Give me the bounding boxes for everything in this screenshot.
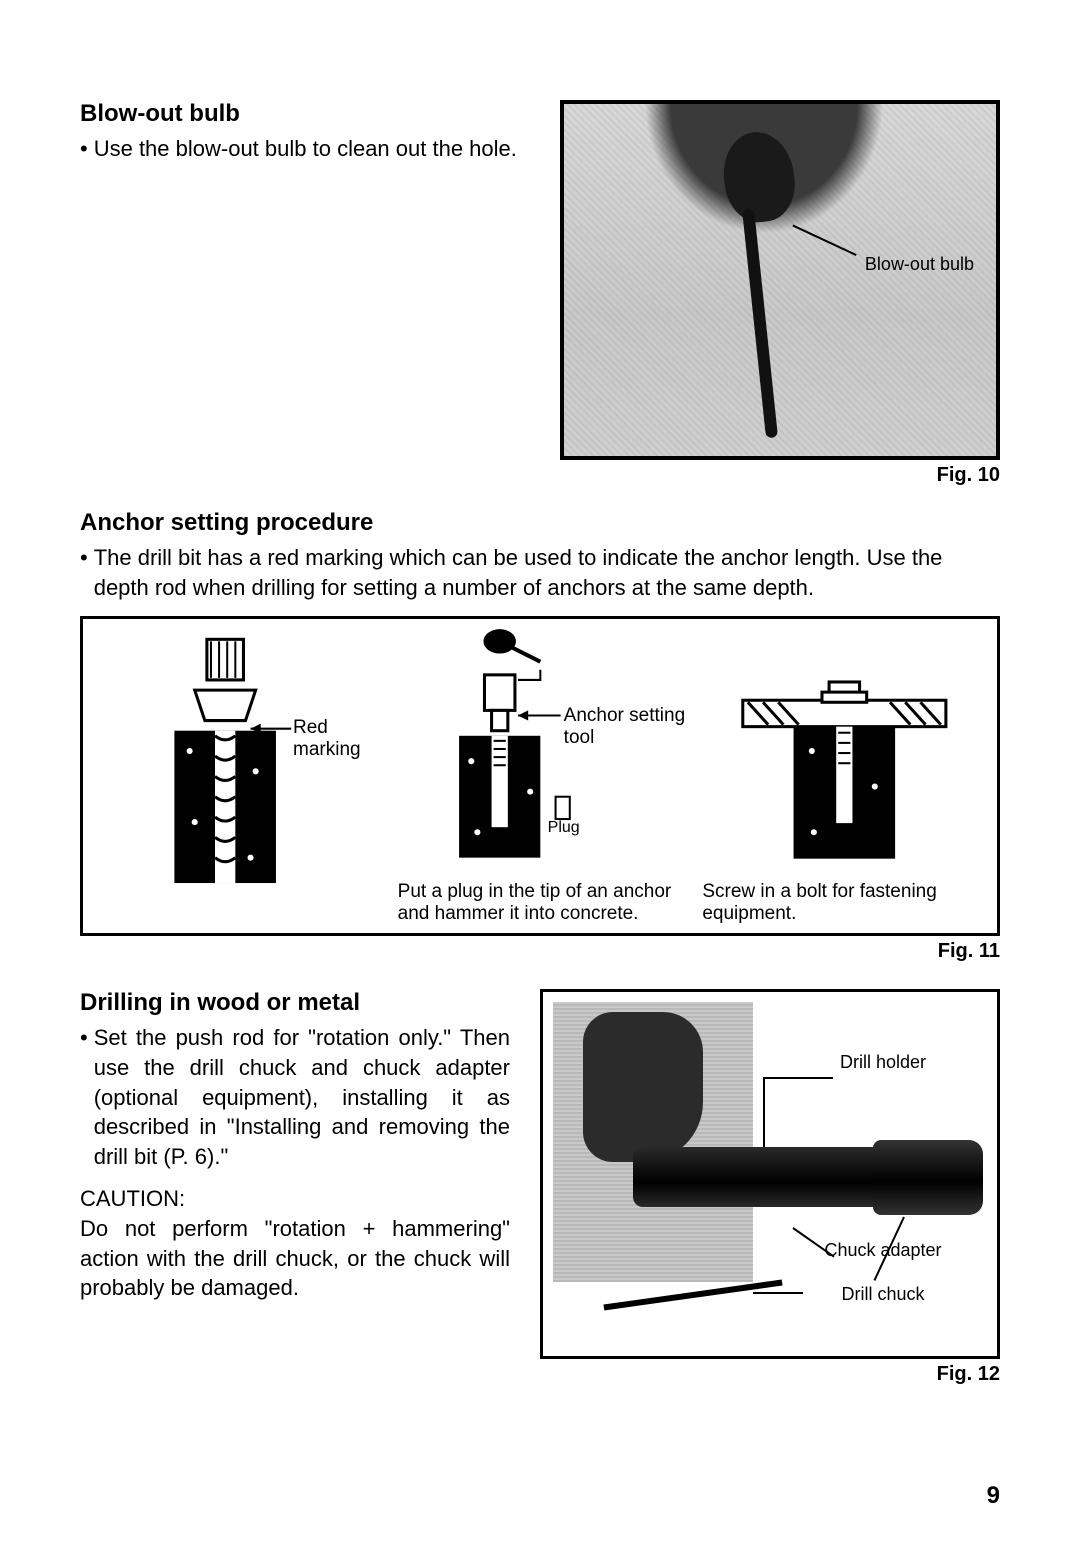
drilling-bullet: • Set the push rod for "rotation only." … [80,1023,510,1171]
anchor-section: Anchor setting procedure • The drill bit… [80,509,1000,963]
fig10-caption: Fig. 10 [560,464,1000,487]
fig10-col: Blow-out bulb Fig. 10 [560,100,1000,487]
fig10-frame: Blow-out bulb [560,100,1000,460]
bullet-dot-icon: • [80,1023,88,1053]
fig10-callout-label: Blow-out bulb [865,254,974,275]
fig11-frame: Red marking [80,616,1000,936]
fig11-tool-label: Anchor setting tool [564,705,693,749]
blowout-title: Blow-out bulb [80,100,520,128]
drilling-bullet-text: Set the push rod for "rotation only." Th… [94,1023,510,1171]
fig12-tool-body-shape [583,1012,703,1162]
fig12-col: Drill holder Chuck adapter Drill chuck F… [540,989,1000,1386]
anchor-bullet: • The drill bit has a red marking which … [80,543,1000,602]
caution-body: Do not perform "rotation + hammering" ac… [80,1214,510,1303]
fig12-bit-shape [603,1280,782,1311]
fig11-col1-svg [83,619,388,944]
anchor-title: Anchor setting procedure [80,509,1000,537]
drilling-title: Drilling in wood or metal [80,989,510,1017]
blowout-text-col: Blow-out bulb • Use the blow-out bulb to… [80,100,520,487]
fig11-col2-caption: Put a plug in the tip of an anchor and h… [398,881,683,925]
fig12-holder-line-h [763,1077,833,1079]
fig12-holder-label: Drill holder [803,1052,963,1073]
blowout-bullet: • Use the blow-out bulb to clean out the… [80,134,520,164]
fig11-plug-label: Plug [548,819,580,837]
caution-title: CAUTION: [80,1186,510,1212]
fig12-frame: Drill holder Chuck adapter Drill chuck [540,989,1000,1359]
fig12-chuck-line-h [753,1292,803,1294]
drilling-section: Drilling in wood or metal • Set the push… [80,989,1000,1386]
fig12-chuck-label: Drill chuck [803,1284,963,1305]
fig11-col1: Red marking [83,619,388,933]
fig12-caption: Fig. 12 [540,1363,1000,1386]
fig12-holder-line-v [763,1077,765,1147]
bullet-dot-icon: • [80,543,88,573]
page-number: 9 [987,1482,1000,1510]
blowout-bullet-text: Use the blow-out bulb to clean out the h… [94,134,517,164]
fig11-col2: Anchor setting tool Plug Put a plug in t… [388,619,693,933]
manual-page: Blow-out bulb • Use the blow-out bulb to… [0,0,1080,1546]
anchor-bullet-text: The drill bit has a red marking which ca… [94,543,1000,602]
fig11-red-marking-label: Red marking [293,717,388,761]
fig11-col3: Screw in a bolt for fastening equipment. [692,619,997,933]
blowout-section: Blow-out bulb • Use the blow-out bulb to… [80,100,1000,487]
bullet-dot-icon: • [80,134,88,164]
fig12-chuck-shape [873,1140,983,1215]
fig11-col3-caption: Screw in a bolt for fastening equipment. [702,881,987,925]
drilling-text-col: Drilling in wood or metal • Set the push… [80,989,510,1386]
